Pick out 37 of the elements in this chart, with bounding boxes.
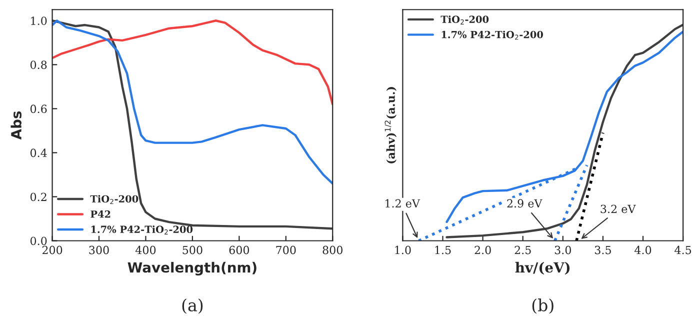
text: (a): [182, 298, 203, 314]
x-tick-label: 4.5: [674, 246, 692, 254]
x-axis-title: Wavelength(nm): [128, 262, 256, 276]
text: (b): [532, 298, 554, 314]
x-tick-label: 2.0: [474, 246, 491, 254]
annotation: 3.2 eV: [600, 204, 636, 214]
y-tick-label: 1.0: [31, 16, 47, 26]
y-tick-label: 0.2: [30, 192, 46, 202]
x-tick-label: 1.5: [435, 246, 451, 254]
x-tick-label: 1.0: [395, 246, 411, 254]
legend-label: TiO$_{2}$-200: [440, 15, 489, 24]
x-tick-label: 200: [42, 246, 62, 254]
legend-label: 1.7% P42-TiO$_{2}$-200: [91, 226, 193, 234]
legend-label: 1.7% P42-TiO$_{2}$-200: [442, 30, 543, 40]
x-tick-label: 400: [135, 246, 156, 254]
x-tick-label: 600: [229, 246, 250, 254]
legend-label: TiO$_{2}$-200: [90, 195, 138, 204]
line-series: [52, 20, 333, 106]
x-tick-label: 700: [276, 246, 296, 254]
x-tick-label: 2.5: [514, 246, 531, 254]
line-series: [52, 20, 333, 185]
x-tick-label: 800: [322, 246, 342, 254]
annotation: 2.9 eV: [507, 199, 542, 208]
y-tick-label: 0.8: [30, 60, 47, 70]
x-axis-title: hv/(eV): [515, 262, 570, 275]
x-tick-label: 3.0: [554, 246, 572, 254]
x-tick-label: 3.5: [594, 246, 611, 254]
annotation: 1.2 eV: [386, 199, 420, 208]
y-tick-label: 0.4: [30, 148, 47, 158]
y-tick-label: 0.0: [30, 236, 47, 246]
x-tick-label: 4.0: [634, 246, 652, 254]
y-tick-label: 0.6: [30, 104, 47, 114]
legend-label: P42: [90, 210, 110, 218]
x-tick-label: 500: [182, 246, 202, 254]
x-tick-label: 300: [89, 246, 109, 254]
y-axis-title: Abs: [10, 111, 22, 140]
y-axis-title: (ahv)$^{1/2}$(a.u.): [384, 87, 396, 164]
